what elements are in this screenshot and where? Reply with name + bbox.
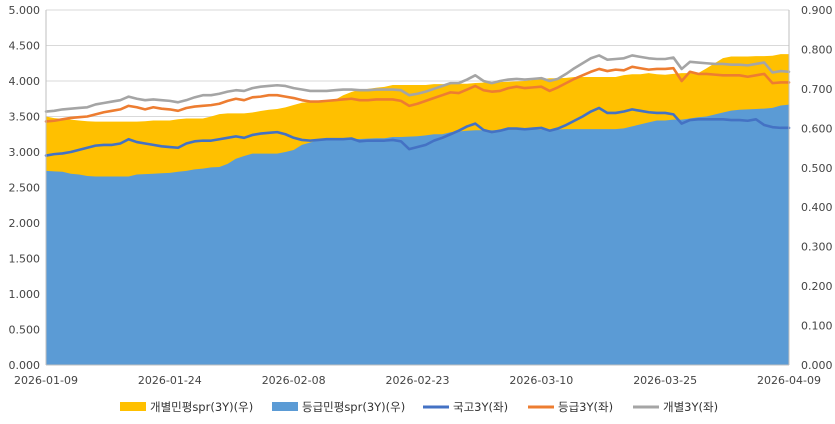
legend-label: 등급민평spr(3Y)(우): [302, 400, 405, 414]
area-series-등급민평spr(3Y)(우): [46, 104, 789, 366]
y-left-tick-label: 4.500: [9, 40, 41, 53]
y-left-tick-label: 2.000: [9, 217, 41, 230]
y-right-tick-label: 0.000: [801, 359, 833, 372]
legend-label: 등급3Y(좌): [558, 400, 613, 414]
line-series-국고3Y(좌): [44, 106, 791, 157]
y-right-tick-label: 0.200: [801, 280, 833, 293]
axes: 0.000 0.500 1.000 1.500 2.000 2.500 3.000 3.500…: [9, 4, 833, 387]
legend-swatch: [272, 402, 298, 411]
y-right-tick-label: 0.800: [801, 43, 833, 56]
line-series-등급3Y(좌): [44, 65, 791, 123]
y-right-tick-label: 0.300: [801, 241, 833, 254]
y-right-tick-label: 0.100: [801, 320, 833, 333]
legend-swatch: [120, 402, 146, 411]
x-tick-label: 2026-03-10: [509, 374, 573, 387]
y-left-tick-label: 2.500: [9, 182, 41, 195]
line-series-개별3Y(좌): [44, 54, 791, 113]
legend-label: 국고3Y(좌): [453, 400, 508, 414]
y-right-tick-label: 0.500: [801, 162, 833, 175]
legend-label: 개별3Y(좌): [663, 400, 718, 414]
x-tick-label: 2026-01-09: [14, 374, 78, 387]
y-left-tick-label: 0.500: [9, 324, 41, 337]
x-tick-label: 2026-04-09: [757, 374, 821, 387]
y-left-tick-label: 3.000: [9, 146, 41, 159]
y-left-tick-label: 1.500: [9, 253, 41, 266]
y-right-tick-label: 0.400: [801, 201, 833, 214]
y-left-tick-label: 5.000: [9, 4, 41, 17]
y-left-tick-label: 4.000: [9, 75, 41, 88]
y-right-tick-label: 0.600: [801, 122, 833, 135]
x-tick-label: 2026-03-25: [633, 374, 697, 387]
area-series-layer: [46, 54, 789, 366]
x-tick-label: 2026-01-24: [138, 374, 202, 387]
y-right-tick-label: 0.700: [801, 83, 833, 96]
legend-label: 개별민평spr(3Y)(우): [150, 400, 253, 414]
x-tick-label: 2026-02-08: [262, 374, 326, 387]
y-left-tick-label: 1.000: [9, 288, 41, 301]
y-right-tick-label: 0.900: [801, 4, 833, 17]
x-tick-label: 2026-02-23: [386, 374, 450, 387]
y-left-tick-label: 0.000: [9, 359, 41, 372]
legend: 개별민평spr(3Y)(우) 등급민평spr(3Y)(우) 국고3Y(좌) 등급3Y(…: [120, 400, 718, 414]
y-left-tick-label: 3.500: [9, 111, 41, 124]
line-series-layer: [44, 54, 791, 157]
